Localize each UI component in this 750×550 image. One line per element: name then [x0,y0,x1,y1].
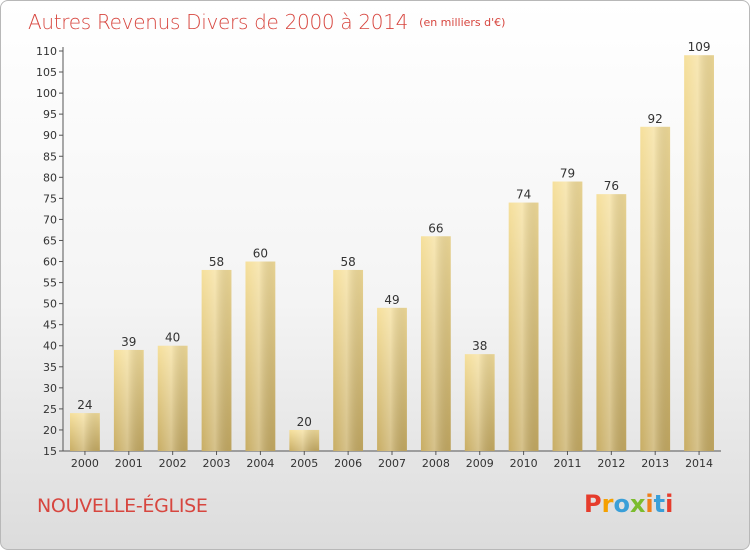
bar-shine [420,236,451,451]
y-tick-label: 30 [43,382,57,395]
bar-shine [596,194,627,451]
y-tick-label: 100 [36,87,57,100]
data-label: 60 [253,247,268,261]
y-tick-label: 35 [43,361,57,374]
bar-shine [640,126,671,451]
chart-title-block: Autres Revenus Divers de 2000 à 2014 (en… [28,10,505,34]
data-label: 20 [297,415,312,429]
y-tick-label: 25 [43,403,57,416]
y-tick-label: 45 [43,319,57,332]
bar-shine [70,413,100,451]
logo-letter: r [601,490,614,518]
x-tick-label: 2000 [71,457,99,470]
x-tick-label: 2008 [422,457,450,470]
bar-shine [245,261,276,451]
proxiti-logo: Proxiti [584,490,673,518]
data-labels: 24 39 40 58 60 20 58 49 66 38 74 79 76 92 109 [77,40,710,429]
y-tick-label: 75 [43,192,57,205]
data-label: 39 [121,335,136,349]
bar-shine [289,429,320,451]
y-tick-label: 60 [43,256,57,269]
bars [70,55,714,452]
bar-shine [157,345,188,451]
y-tick-label: 95 [43,108,57,121]
bar-shine [333,269,364,451]
x-tick-label: 2007 [378,457,406,470]
x-tick-label: 2011 [553,457,581,470]
logo-letter: P [584,490,602,518]
y-tick-label: 15 [43,445,57,458]
chart-unit: (en milliers d'€) [419,16,506,29]
x-tick-label: 2013 [641,457,669,470]
data-label: 92 [648,112,663,126]
x-tick-label: 2014 [685,457,713,470]
logo-letter: i [645,490,654,518]
bar-shine [552,181,583,452]
data-label: 74 [516,188,531,202]
y-tick-label: 80 [43,171,57,184]
x-tick-label: 2003 [203,457,231,470]
data-label: 58 [340,255,355,269]
logo-letter: x [629,490,646,518]
x-tick-label: 2005 [290,457,318,470]
y-tick-label: 40 [43,340,57,353]
x-tick-label: 2001 [115,457,143,470]
logo-letter: t [653,490,666,518]
data-label: 79 [560,167,575,181]
data-label: 109 [688,40,711,54]
x-tick-label: 2010 [510,457,538,470]
logo-letter: i [665,490,674,518]
x-tick-label: 2002 [159,457,187,470]
bar-shine [464,354,495,451]
y-tick-label: 110 [36,45,57,58]
y-tick-label: 65 [43,234,57,247]
data-label: 40 [165,331,180,345]
bar-shine [508,202,539,451]
y-tick-label: 85 [43,150,57,163]
y-tick-label: 55 [43,277,57,290]
data-label: 38 [472,339,487,353]
x-tick-label: 2009 [466,457,494,470]
bar-shine [684,55,714,452]
bar-shine [113,349,144,451]
bar-shine [377,307,407,451]
data-label: 49 [384,293,399,307]
chart-title: Autres Revenus Divers de 2000 à 2014 [28,10,409,34]
x-tick-label: 2012 [597,457,625,470]
axes: 15 20 25 30 35 40 45 50 55 60 65 70 75 80 85 90 95 100 105… [36,45,721,470]
data-label: 76 [604,179,619,193]
bar-shine [201,269,232,451]
y-tick-label: 90 [43,129,57,142]
logo-letter: o [613,490,630,518]
y-tick-label: 70 [43,213,57,226]
x-tick-label: 2004 [246,457,274,470]
y-tick-label: 20 [43,424,57,437]
x-tick-label: 2006 [334,457,362,470]
data-label: 24 [77,398,92,412]
y-tick-label: 105 [36,66,57,79]
data-label: 66 [428,221,443,235]
place-name: NOUVELLE-ÉGLISE [37,495,208,517]
y-tick-label: 50 [43,298,57,311]
data-label: 58 [209,255,224,269]
